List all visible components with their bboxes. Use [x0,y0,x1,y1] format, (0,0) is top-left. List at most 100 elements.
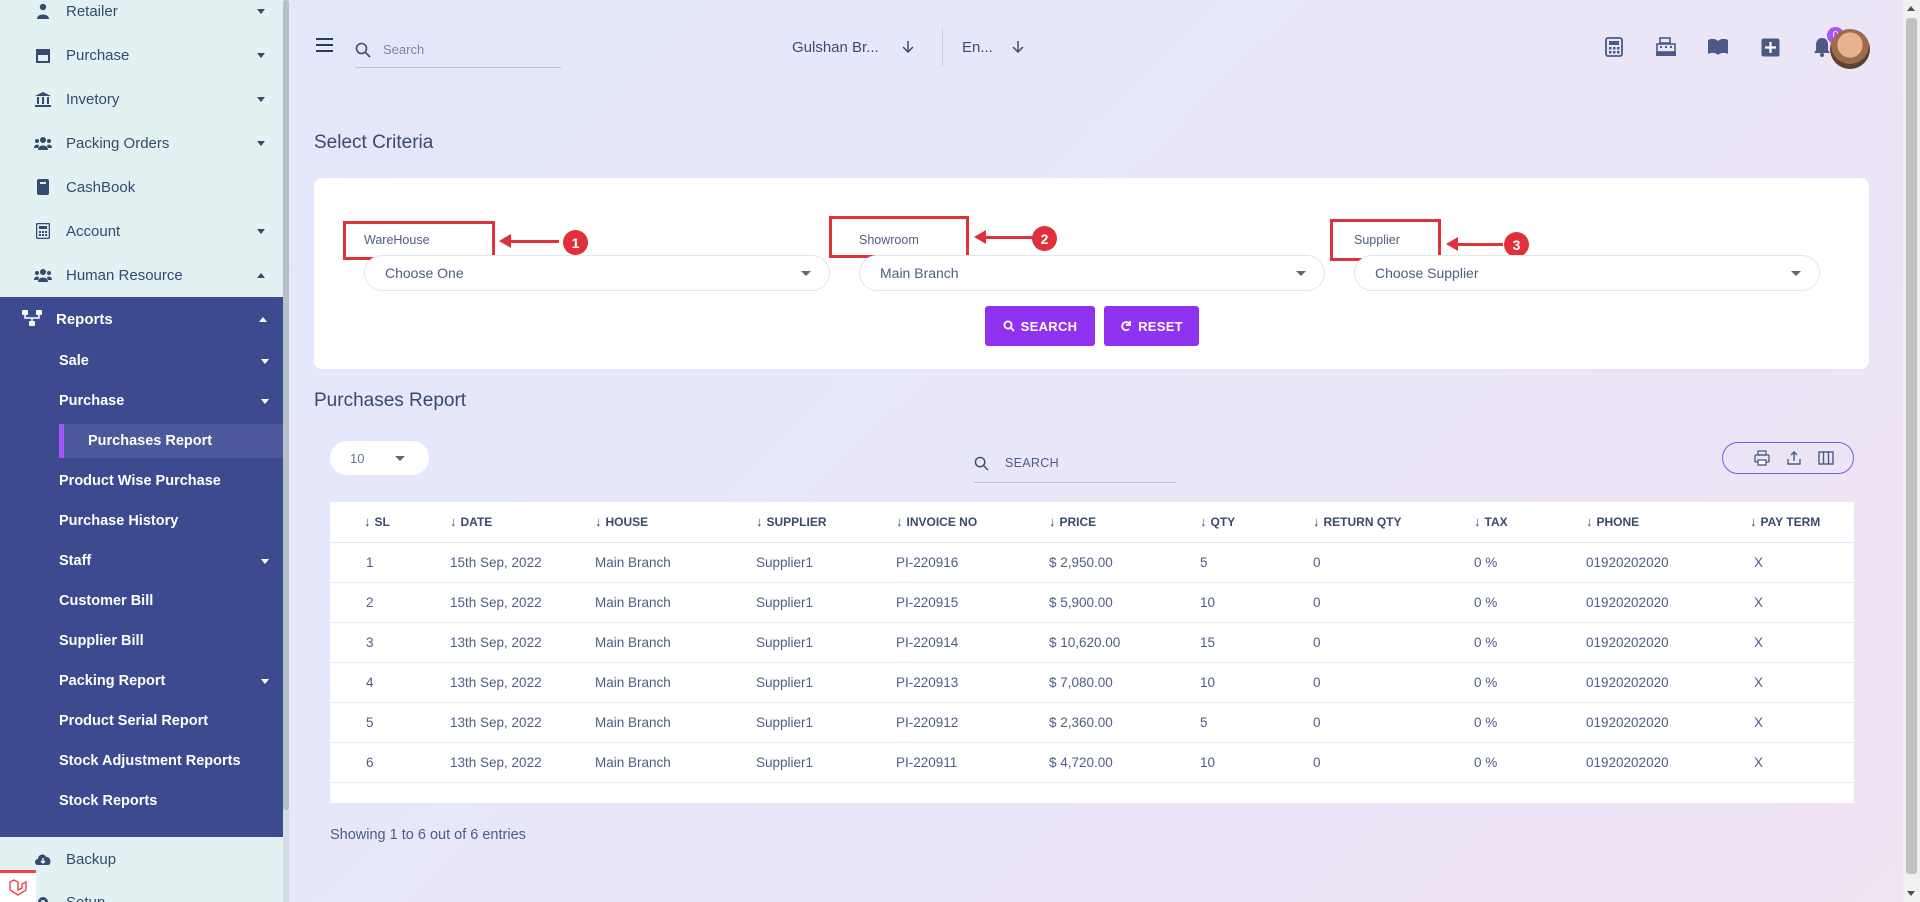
table-search[interactable] [974,444,1176,483]
table-cell: PI-220914 [884,622,1037,663]
table-cell: 0 [1301,542,1462,583]
column-header-phone[interactable]: ↓ PHONE [1574,502,1738,543]
sidebar-subitem-supplier-bill[interactable]: Supplier Bill [0,621,289,661]
sidebar-subitem-staff[interactable]: Staff [0,541,289,581]
sidebar-item-label: Sale [59,353,89,369]
print-icon[interactable] [1753,449,1771,467]
refresh-icon [1121,321,1131,332]
reset-button[interactable]: RESET [1104,306,1199,346]
sidebar-subitem-stock-adjustment-reports[interactable]: Stock Adjustment Reports [0,741,289,781]
warehouse-select-value: Choose One [385,265,464,281]
sidebar-subitem-packing-report[interactable]: Packing Report [0,661,289,701]
table-cell: 0 % [1462,702,1574,743]
sidebar-subitem-purchases-report-active[interactable]: Purchases Report [59,424,288,458]
table-row[interactable]: 1 15th Sep, 2022 Main Branch Supplier1 PI-22… [330,542,1854,583]
column-header-pay-term[interactable]: ↓ PAY TERM [1738,502,1854,543]
table-cell: X [1738,662,1854,703]
sidebar-item-reports[interactable]: Reports [0,297,289,341]
table-cell: 0 % [1462,582,1574,623]
language-value: En... [962,38,993,56]
column-header-price[interactable]: ↓ PRICE [1037,502,1188,543]
plus-square-icon[interactable] [1758,35,1782,59]
supplier-select[interactable]: Choose Supplier [1354,255,1820,291]
chevron-down-icon [261,558,269,564]
table-cell: X [1738,702,1854,743]
column-header-return-qty[interactable]: ↓ RETURN QTY [1301,502,1462,543]
search-input[interactable] [383,42,543,57]
page-scrollbar[interactable] [1903,0,1920,902]
book-icon [34,178,52,196]
sidebar-item-inventory[interactable]: Invetory [0,77,283,121]
table-cell: 1 [330,542,428,583]
sidebar-item-backup[interactable]: Backup [0,837,283,881]
sidebar-subitem-product-serial-report[interactable]: Product Serial Report [0,701,289,741]
scroll-down-icon[interactable] [1907,891,1915,896]
table-header-row: ↓ SL ↓ DATE ↓ HOUSE ↓ SUPPLIER ↓ INVOICE NO ↓… [330,502,1854,543]
sidebar-subitem-stock-reports[interactable]: Stock Reports [0,781,289,821]
user-avatar[interactable] [1830,29,1870,69]
column-header-sl[interactable]: ↓ SL [330,502,428,543]
sidebar-item-label: Reports [56,310,113,328]
table-cell: 0 % [1462,622,1574,663]
sidebar-item-purchase[interactable]: Purchase [0,33,283,77]
cash-register-icon[interactable] [1654,35,1678,59]
branch-select[interactable]: Gulshan Br... [792,35,942,59]
sidebar-item-account[interactable]: Account [0,209,283,253]
sidebar-item-human-resource[interactable]: Human Resource [0,253,283,297]
table-cell: 01920202020 [1574,582,1738,623]
showroom-select[interactable]: Main Branch [859,255,1325,291]
sidebar-subitem-product-wise-purchase[interactable]: Product Wise Purchase [0,461,289,501]
table-row[interactable]: 3 13th Sep, 2022 Main Branch Supplier1 PI-22… [330,622,1854,663]
sidebar-scrollbar[interactable] [283,0,289,902]
search-button[interactable]: SEARCH [985,306,1095,346]
table-cell: PI-220916 [884,542,1037,583]
sidebar-item-setup[interactable]: Setup [0,881,283,902]
scroll-up-icon[interactable] [1907,6,1915,11]
table-row[interactable]: 5 13th Sep, 2022 Main Branch Supplier1 PI-22… [330,702,1854,743]
book-open-icon[interactable] [1706,35,1730,59]
warehouse-select[interactable]: Choose One [364,255,830,291]
table-cell: 15th Sep, 2022 [428,542,583,583]
column-header-tax[interactable]: ↓ TAX [1462,502,1574,543]
table-cell: 01920202020 [1574,702,1738,743]
columns-icon[interactable] [1817,449,1835,467]
annotation-number-2: 2 [1032,226,1057,251]
page-length-select[interactable]: 10 [330,441,429,475]
export-icon[interactable] [1785,449,1803,467]
reset-button-label: RESET [1138,318,1183,334]
menu-toggle-icon[interactable] [316,38,333,52]
sidebar-subitem-sale[interactable]: Sale [0,341,289,381]
table-cell: 0 [1301,582,1462,623]
table-row[interactable]: 6 13th Sep, 2022 Main Branch Supplier1 PI-22… [330,742,1854,783]
arrow-down-icon: ↓ [1586,514,1593,530]
global-search[interactable] [355,32,561,68]
scrollbar-thumb[interactable] [1906,18,1917,874]
table-cell: 2 [330,582,428,623]
arrow-down-icon: ↓ [364,514,371,530]
sidebar-subitem-customer-bill[interactable]: Customer Bill [0,581,289,621]
table-cell: 15th Sep, 2022 [428,582,583,623]
annotation-number-1: 1 [563,230,588,255]
column-header-invoice-no[interactable]: ↓ INVOICE NO [884,502,1037,543]
laravel-logo-icon[interactable] [0,870,36,902]
sidebar-item-cashbook[interactable]: CashBook [0,165,283,209]
sidebar-subitem-purchase-history[interactable]: Purchase History [0,501,289,541]
table-cell: $ 5,900.00 [1037,582,1188,623]
table-cell: 10 [1188,582,1301,623]
chevron-down-icon [1296,270,1306,276]
table-search-input[interactable] [1005,456,1155,470]
column-header-supplier[interactable]: ↓ SUPPLIER [744,502,884,543]
sidebar-item-retailer[interactable]: Retailer [0,0,283,33]
column-header-house[interactable]: ↓ HOUSE [583,502,744,543]
calculator-icon[interactable] [1602,35,1626,59]
column-header-date[interactable]: ↓ DATE [428,502,583,543]
sidebar-item-packing-orders[interactable]: Packing Orders [0,121,283,165]
language-select[interactable]: En... [962,35,1042,59]
sidebar-subitem-purchase[interactable]: Purchase [0,381,289,421]
table-row[interactable]: 4 13th Sep, 2022 Main Branch Supplier1 PI-22… [330,662,1854,703]
bank-icon [34,90,52,108]
header-actions: 0 [1602,27,1844,59]
table-row[interactable]: 2 15th Sep, 2022 Main Branch Supplier1 PI-22… [330,582,1854,623]
column-header-qty[interactable]: ↓ QTY [1188,502,1301,543]
table-cell: 5 [330,702,428,743]
